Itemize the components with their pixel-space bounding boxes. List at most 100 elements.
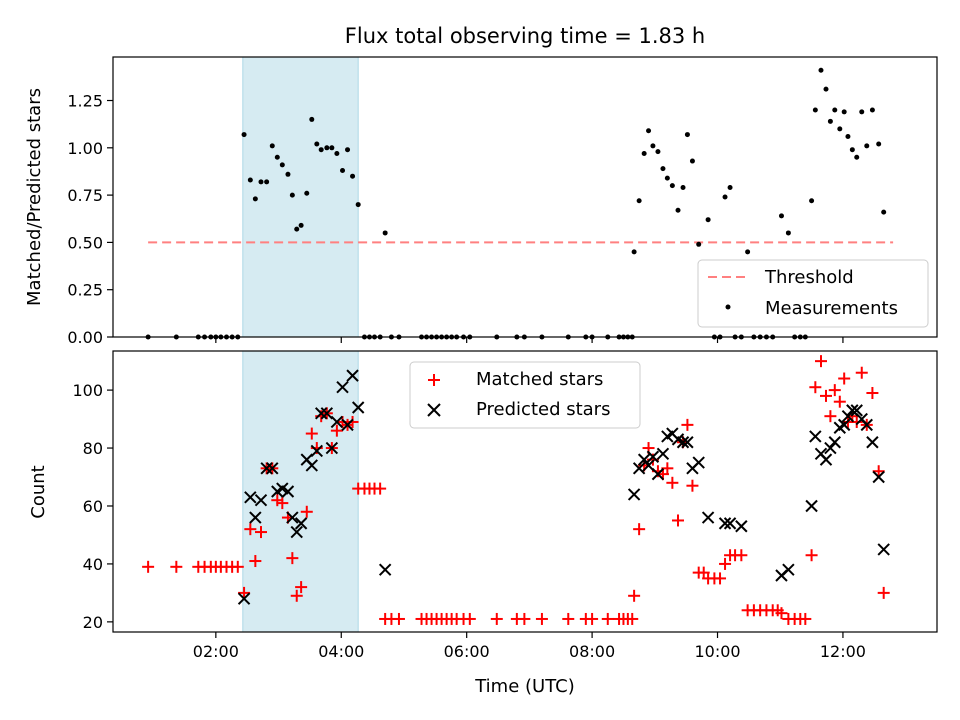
predicted-star-point xyxy=(330,415,344,429)
measurement-point xyxy=(314,141,320,147)
matched-star-point xyxy=(392,612,405,625)
predicted-star-point xyxy=(346,369,359,382)
bottom-x-tick-label: 02:00 xyxy=(193,642,239,661)
measurement-point xyxy=(241,132,247,138)
matched-star-point xyxy=(276,497,289,510)
predicted-star-point xyxy=(305,459,318,472)
measurement-point xyxy=(785,230,791,236)
predicted-star-point xyxy=(877,543,890,556)
matched-star-point xyxy=(305,427,318,440)
measurement-point xyxy=(334,150,340,156)
measurement-point xyxy=(646,128,652,134)
measurement-point xyxy=(827,118,833,124)
matched-star-point xyxy=(661,462,674,475)
top-x-ticks xyxy=(215,337,844,343)
measurement-point xyxy=(778,213,784,219)
predicted-star-point xyxy=(819,453,833,466)
matched-star-point xyxy=(814,355,827,368)
measurement-point xyxy=(355,202,361,208)
top-y-tick-label: 0.00 xyxy=(67,328,103,347)
measurement-point xyxy=(294,226,300,232)
bottom-y-tick-label: 20 xyxy=(83,613,103,632)
predicted-star-point xyxy=(701,511,715,524)
measurement-point xyxy=(309,116,315,122)
predicted-star-point xyxy=(290,525,303,539)
measurement-point xyxy=(318,147,324,153)
predicted-star-point xyxy=(314,407,328,420)
x-axis-label: Time (UTC) xyxy=(474,676,575,697)
measurement-point xyxy=(324,145,330,151)
predicted-star-point xyxy=(850,404,863,417)
measurement-point xyxy=(832,107,838,113)
matched-star-point xyxy=(735,549,748,562)
predicted-legend-marker xyxy=(427,403,441,417)
predicted-star-point xyxy=(805,499,818,513)
matched-star-point xyxy=(271,494,284,507)
predicted-star-point xyxy=(378,563,392,576)
matched-star-point xyxy=(775,607,788,620)
measurement-point xyxy=(680,185,686,191)
matched-star-point xyxy=(336,415,349,428)
chart-title: Flux total observing time = 1.83 h xyxy=(345,24,705,48)
matched-star-point xyxy=(330,424,343,437)
measurement-point xyxy=(285,171,291,177)
predicted-star-point xyxy=(860,418,873,432)
predicted-star-point xyxy=(646,450,660,463)
matched-star-point xyxy=(244,523,257,536)
matched-star-point xyxy=(249,555,262,568)
measurement-point xyxy=(655,149,661,155)
predicted-star-point xyxy=(872,470,885,484)
predicted-star-points xyxy=(237,369,890,605)
measurement-point xyxy=(340,168,346,174)
matched-star-point xyxy=(601,612,614,625)
predicted-star-point xyxy=(676,436,690,449)
predicted-star-point xyxy=(351,401,365,414)
matched-star-point xyxy=(346,415,359,428)
predicted-star-point xyxy=(681,436,694,449)
matched-star-point xyxy=(238,586,251,599)
measurement-point xyxy=(869,107,875,113)
measurement-point xyxy=(279,162,285,168)
predicted-star-point xyxy=(294,517,308,530)
measurement-point xyxy=(274,154,280,160)
predicted-star-point xyxy=(651,467,665,481)
top-panel: 0.00 0.25 0.50 0.75 1.00 1.25 Matched/Predict… xyxy=(24,56,938,347)
matched-star-point xyxy=(518,612,531,625)
bottom-panel: 20 40 60 80 100 02:00 04:00 06:00 08:00 10:00 12:… xyxy=(28,350,938,697)
measurement-point xyxy=(350,173,356,179)
measurement-point xyxy=(650,143,656,149)
bottom-x-tick-label: 04:00 xyxy=(318,642,364,661)
predicted-star-point xyxy=(320,407,334,420)
predicted-legend-label: Predicted stars xyxy=(476,399,610,420)
measurement-point xyxy=(269,143,275,149)
matched-star-point xyxy=(633,523,646,536)
predicted-star-point xyxy=(286,511,299,524)
predicted-star-point xyxy=(341,418,354,432)
matched-star-point xyxy=(719,557,732,570)
bottom-y-tick-label: 40 xyxy=(83,555,103,574)
measurement-point xyxy=(247,177,253,183)
bottom-x-ticks: 02:00 04:00 06:00 08:00 10:00 12:00 xyxy=(193,632,866,661)
matched-star-point xyxy=(295,581,308,594)
top-y-ticks: 0.00 0.25 0.50 0.75 1.00 1.25 xyxy=(67,92,113,347)
top-legend: Threshold Measurements xyxy=(697,259,929,328)
matched-legend-marker xyxy=(428,374,440,386)
matched-star-point xyxy=(170,560,183,573)
top-axes-frame xyxy=(112,56,938,338)
matched-star-point xyxy=(681,418,694,431)
matched-star-point xyxy=(820,389,833,402)
measurement-point xyxy=(289,192,295,198)
top-y-tick-label: 0.50 xyxy=(67,233,103,252)
measurement-point xyxy=(881,209,887,215)
measurement-point xyxy=(669,183,675,189)
measurement-point xyxy=(837,126,843,132)
matched-star-point xyxy=(714,572,727,585)
measurements-legend-marker xyxy=(725,304,731,310)
matched-star-point xyxy=(828,384,841,397)
matched-star-point xyxy=(855,366,868,379)
bottom-axes-frame xyxy=(112,350,938,633)
measurement-point xyxy=(660,166,666,172)
measurement-point xyxy=(818,67,824,73)
predicted-star-point xyxy=(866,436,879,449)
